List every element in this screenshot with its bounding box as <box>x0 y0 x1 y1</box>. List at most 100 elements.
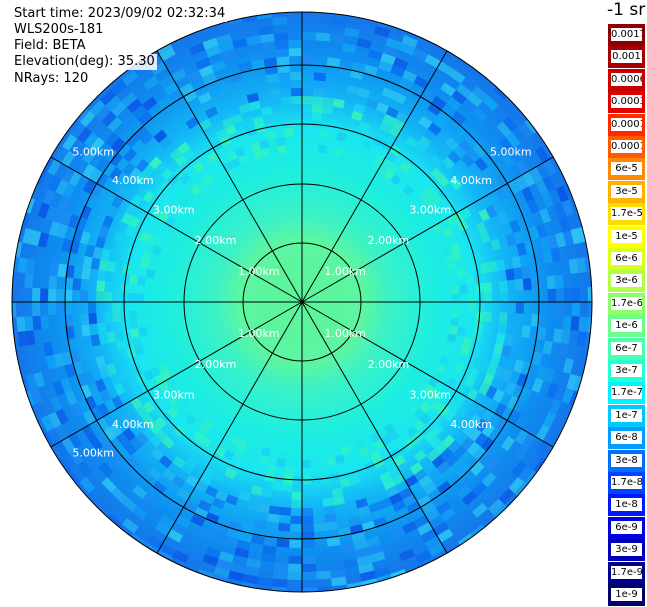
speckle-cell <box>554 274 564 289</box>
speckle-cell <box>68 213 80 229</box>
speckle-cell <box>151 245 162 256</box>
speckle-cell <box>450 317 460 327</box>
range-label: 2.00km <box>195 234 237 247</box>
speckle-cell <box>272 578 288 588</box>
speckle-cell <box>373 566 391 579</box>
speckle-cell <box>451 285 460 295</box>
speckle-cell <box>288 40 302 49</box>
speckle-cell <box>542 340 553 355</box>
speckle-cell <box>439 447 454 462</box>
speckle-cell <box>437 480 452 495</box>
speckle-cell <box>349 475 361 486</box>
speckle-cell <box>115 432 130 447</box>
speckle-cell <box>95 157 110 173</box>
speckle-cell <box>402 521 418 535</box>
speckle-cell <box>216 558 233 571</box>
speckle-cell <box>188 42 206 56</box>
speckle-cell <box>454 393 467 406</box>
speckle-cell <box>141 250 152 262</box>
speckle-cell <box>273 562 289 572</box>
speckle-cell <box>149 253 160 264</box>
speckle-cell <box>273 32 289 42</box>
speckle-cell <box>199 118 213 131</box>
speckle-cell <box>98 461 114 478</box>
speckle-cell <box>104 311 114 323</box>
speckle-cell <box>272 481 283 491</box>
speckle-cell <box>70 122 86 139</box>
speckle-cell <box>419 413 432 426</box>
speckle-cell <box>185 116 199 130</box>
speckle-cell <box>266 73 279 83</box>
speckle-cell <box>456 484 472 500</box>
speckle-cell <box>148 434 162 448</box>
speckle-cell <box>455 464 471 479</box>
range-label: 1.00km <box>324 327 366 340</box>
speckle-cell <box>503 334 514 347</box>
speckle-cell <box>144 350 155 362</box>
speckle-cell <box>243 118 255 129</box>
speckle-cell <box>302 104 313 113</box>
speckle-cell <box>542 411 556 429</box>
speckle-cell <box>398 77 414 90</box>
speckle-cell <box>358 446 370 457</box>
speckle-cell <box>435 501 452 516</box>
speckle-cell <box>423 383 435 395</box>
range-label: 1.00km <box>238 265 280 278</box>
speckle-cell <box>277 64 290 74</box>
speckle-cell <box>423 128 437 142</box>
range-label: 5.00km <box>72 446 114 459</box>
speckle-cell <box>144 285 153 295</box>
speckle-cell <box>192 161 205 173</box>
speckle-cell <box>174 154 188 167</box>
speckle-cell <box>446 261 457 271</box>
speckle-cell <box>110 351 122 364</box>
colorbar-level-label: 1e-6 <box>611 319 642 333</box>
speckle-cell <box>427 102 442 116</box>
speckle-cell <box>466 441 481 456</box>
colorbar-unit: -1 sr <box>607 0 646 20</box>
speckle-cell <box>64 302 73 315</box>
ray-count: NRays: 120 <box>12 71 91 87</box>
speckle-cell <box>413 419 426 432</box>
speckle-cell <box>54 424 69 441</box>
speckle-cell <box>108 341 119 354</box>
speckle-cell <box>521 433 536 450</box>
speckle-cell <box>272 113 283 123</box>
speckle-cell <box>260 487 273 498</box>
speckle-cell <box>172 455 186 469</box>
speckle-cell <box>453 361 465 373</box>
speckle-cell <box>346 84 360 96</box>
speckle-cell <box>204 106 219 119</box>
speckle-cell <box>535 179 549 196</box>
speckle-cell <box>363 64 379 76</box>
speckle-cell <box>75 216 88 231</box>
speckle-cell <box>267 138 278 148</box>
speckle-cell <box>80 278 90 291</box>
speckle-cell <box>82 425 96 441</box>
speckle-cell <box>341 43 357 54</box>
speckle-cell <box>417 494 432 509</box>
speckle-cell <box>321 105 333 115</box>
speckle-cell <box>535 146 550 163</box>
speckle-cell <box>47 159 62 176</box>
speckle-cell <box>475 418 489 433</box>
speckle-cell <box>313 72 327 82</box>
speckle-cell <box>471 85 489 102</box>
speckle-cell <box>196 413 208 425</box>
speckle-cell <box>437 528 454 543</box>
speckle-cell <box>104 132 120 148</box>
speckle-cell <box>478 382 491 396</box>
speckle-cell <box>102 441 118 457</box>
speckle-cell <box>148 156 162 170</box>
speckle-cell <box>459 310 468 320</box>
speckle-cell <box>468 367 480 380</box>
speckle-cell <box>487 260 498 273</box>
speckle-cell <box>546 275 556 290</box>
speckle-cell <box>135 172 149 186</box>
speckle-cell <box>466 92 483 108</box>
speckle-cell <box>225 494 239 506</box>
speckle-cell <box>354 547 370 559</box>
speckle-cell <box>90 368 103 382</box>
speckle-cell <box>398 42 416 56</box>
speckle-cell <box>227 570 245 582</box>
